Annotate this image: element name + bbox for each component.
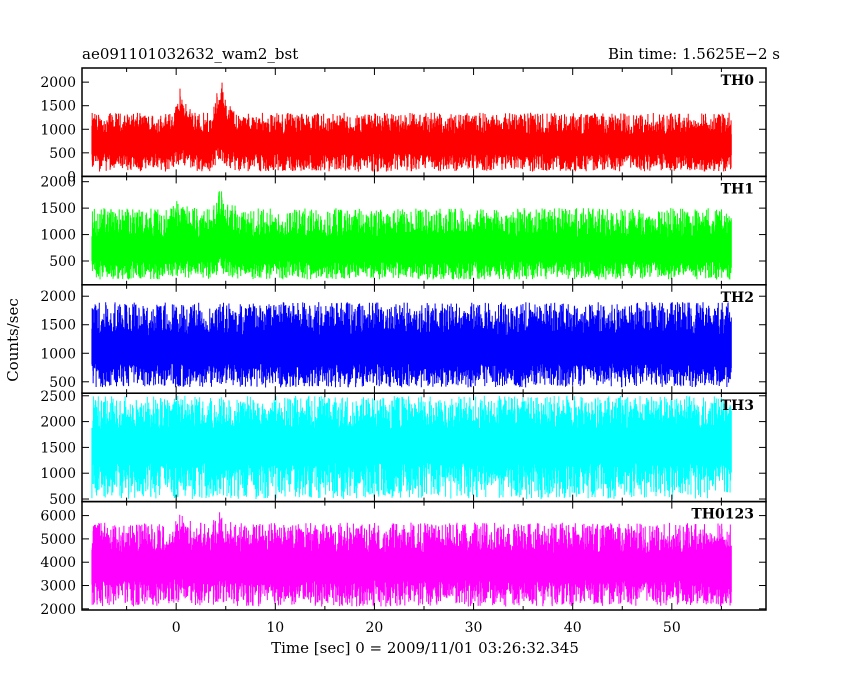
x-tick-label: 10	[266, 620, 284, 636]
y-tick-label: 3000	[40, 579, 76, 595]
y-tick-label: 1500	[40, 318, 76, 334]
y-tick-label: 2000	[40, 289, 76, 305]
panel-th0: 0 500 1000 1500 2000 TH0	[40, 67, 767, 185]
x-tick-label: 20	[366, 620, 384, 636]
series-th2	[91, 302, 732, 388]
y-tick-label: 2000	[40, 415, 76, 431]
bin-time-label: Bin time: 1.5625E−2 s	[608, 45, 780, 63]
y-tick-label: 2000	[40, 75, 76, 91]
panel-name-th0: TH0	[721, 73, 755, 89]
y-tick-label: 0	[67, 169, 76, 185]
y-tick-label: 1000	[40, 346, 76, 362]
series-th0123	[91, 512, 732, 607]
x-axis-ticks: 0 10 20 30 40 50	[172, 620, 681, 636]
series-th3	[91, 395, 732, 499]
y-tick-label: 1500	[40, 201, 76, 217]
x-tick-label: 30	[465, 620, 483, 636]
y-tick-label: 6000	[40, 509, 76, 525]
y-tick-label: 2500	[40, 389, 76, 405]
y-tick-label: 1500	[40, 99, 76, 115]
panel-name-th2: TH2	[721, 290, 754, 306]
y-tick-label: 1500	[40, 440, 76, 456]
panel-name-th1: TH1	[721, 181, 754, 197]
x-axis-label: Time [sec] 0 = 2009/11/01 03:26:32.345	[271, 639, 579, 657]
y-tick-label: 1000	[40, 122, 76, 138]
panel-th2: 500 1000 1500 2000 TH2	[40, 284, 767, 394]
x-tick-label: 40	[564, 620, 582, 636]
y-tick-label: 1000	[40, 228, 76, 244]
y-axis-label: Counts/sec	[4, 298, 22, 382]
panel-th0123: 2000 3000 4000 5000 6000 TH0123	[40, 500, 767, 618]
x-tick-label: 50	[663, 620, 681, 636]
panel-th1: 500 1000 1500 2000 TH1	[40, 175, 767, 286]
chart-title: ae091101032632_wam2_bst	[82, 45, 298, 63]
y-tick-label: 500	[49, 375, 76, 391]
panel-name-th0123: TH0123	[691, 507, 754, 523]
series-th0	[91, 82, 732, 172]
y-tick-label: 5000	[40, 532, 76, 548]
panel-th3: 500 1000 1500 2000 2500 TH3	[40, 389, 767, 508]
y-tick-label: 500	[49, 492, 76, 508]
panel-name-th3: TH3	[721, 398, 754, 414]
y-tick-label: 500	[49, 146, 76, 162]
y-tick-label: 2000	[40, 602, 76, 618]
y-tick-label: 2000	[40, 175, 76, 191]
series-th1	[91, 191, 732, 280]
y-tick-label: 500	[49, 254, 76, 270]
y-tick-label: 1000	[40, 466, 76, 482]
y-tick-label: 4000	[40, 555, 76, 571]
x-tick-label: 0	[172, 620, 181, 636]
